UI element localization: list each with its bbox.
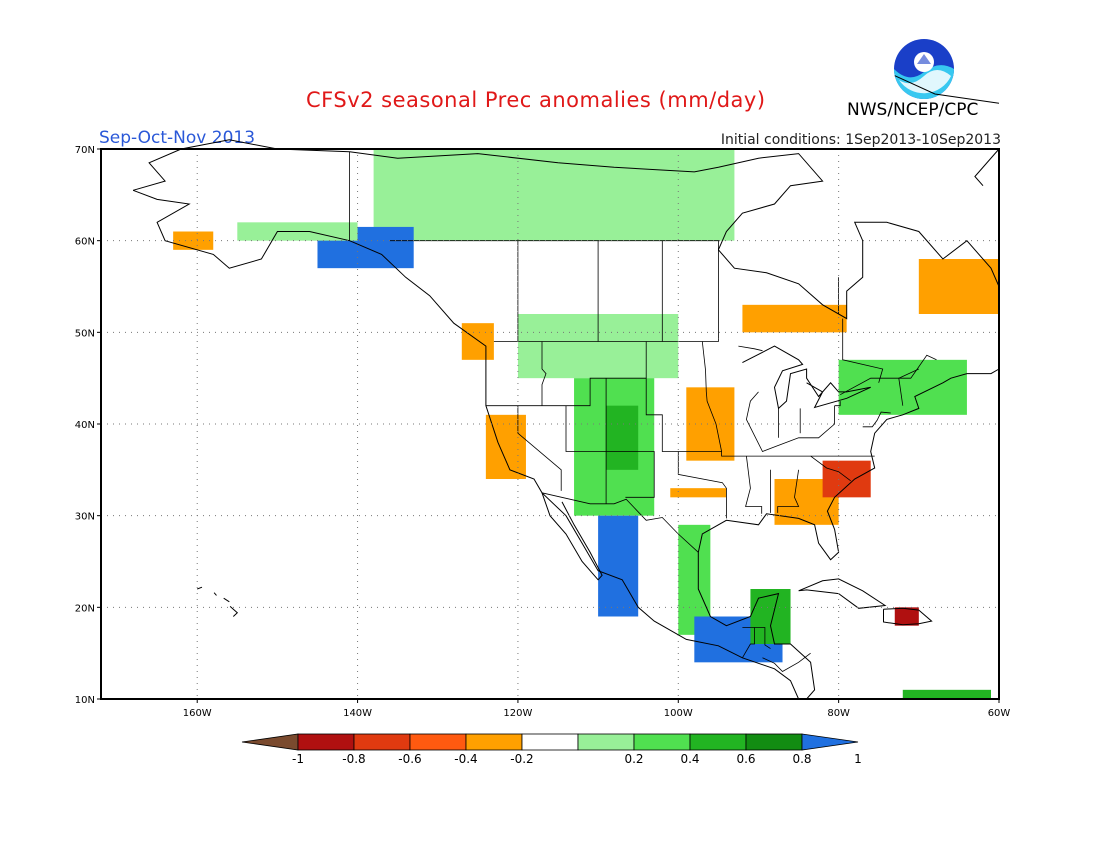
lat-tick-label: 70N [75,145,95,156]
colorbar-label: 0.8 [792,752,811,766]
border-28 [842,318,884,383]
colorbar-bin [465,733,523,751]
colorbar-bin [745,733,803,751]
map-title: CFSv2 seasonal Prec anomalies (mm/day) [306,88,766,112]
lon-tick-label: 160W [183,708,212,719]
coastline-6 [798,578,887,609]
border-6 [565,405,655,498]
coastline-3 [718,221,1000,320]
colorbar-bin [689,733,747,751]
coastline-12 [894,75,1000,104]
border-14 [745,391,835,453]
colorbar-bin [409,733,467,751]
colorbar-label: -0.6 [398,752,421,766]
border-31 [742,627,755,659]
border-22 [738,345,763,352]
border-10 [677,451,727,519]
colorbar-label: -1 [292,752,304,766]
lon-tick-label: 60W [988,708,1011,719]
colorbar-label: -0.2 [510,752,533,766]
border-5 [541,341,547,406]
initial-conditions-label: Initial conditions: 1Sep2013-10Sep2013 [720,132,1001,148]
anomaly-region-west-mexico-wet [598,515,639,617]
coastline-11 [229,606,239,617]
coastline-5 [742,345,871,410]
colorbar-bin [633,733,691,751]
lat-tick-label: 20N [75,603,95,614]
border-0 [493,338,719,342]
anomaly-region-caribbean-wet [902,689,991,699]
border-9 [701,341,722,452]
colorbar-label: 0.6 [736,752,755,766]
anomaly-region-carolinas-very-dry [822,460,871,498]
border-19 [810,455,851,482]
coastline-9 [213,592,217,596]
lat-tick-label: 40N [75,420,95,431]
coastline-2 [697,368,1000,700]
border-32 [762,652,811,673]
coastline-1 [541,492,603,581]
colorbar-bin-high-arrow [801,733,859,751]
anomaly-region-pacific-northwest-dry [461,323,494,360]
anomaly-layer [173,149,999,699]
coastline-13 [974,148,1000,187]
colorbar-bin [297,733,355,751]
colorbar-label: 1 [854,752,862,766]
border-2 [541,492,699,553]
colorbar-label: 0.4 [680,752,699,766]
anomaly-region-rockies-core-wet [606,405,639,470]
anomaly-region-texas-dry [670,488,727,498]
colorbar-label: 0.2 [624,752,643,766]
coastline-4 [132,139,824,251]
lat-tick-label: 30N [75,512,95,523]
border-17 [834,401,841,407]
border-13 [777,469,800,513]
border-3 [485,377,875,457]
noaa-logo [894,39,954,99]
coastline-10 [223,597,230,603]
border-21 [840,354,937,396]
coastline-0 [132,189,800,700]
lat-tick-label: 10N [75,695,95,706]
lat-tick-label: 50N [75,328,95,339]
anomaly-region-yucatan-wet [750,589,791,644]
border-11 [745,456,763,514]
colorbar-bin [353,733,411,751]
colorbar-bin [577,733,635,751]
colorbar-label: -0.4 [454,752,477,766]
anomaly-region-western-alaska-dry [173,231,214,250]
coastline-8 [197,586,203,590]
anomaly-region-central-plains-dry [686,387,735,461]
border-18 [862,411,891,428]
anomaly-region-hudson-bay-dry [742,304,847,333]
lon-tick-label: 80W [827,708,850,719]
anomaly-region-hispaniola-dry [894,607,919,626]
border-30 [742,627,771,649]
anomaly-region-labrador-dry [918,259,999,314]
colorbar-bin-low-arrow [241,733,299,751]
lon-tick-label: 140W [343,708,372,719]
season-label: Sep-Oct-Nov 2013 [99,128,256,148]
lat-tick-label: 60N [75,237,95,248]
tick-layer: 160W 140W 120W 100W 80W 60W 10N 20N 30N 40N 50N 60N… [75,145,1011,719]
coastline-7 [883,607,933,626]
colorbar-label: -0.8 [342,752,365,766]
lon-tick-label: 100W [664,708,693,719]
colorbar-bin [521,733,579,751]
lon-tick-label: 120W [503,708,532,719]
anomaly-region-northern-canada-wet [373,149,735,241]
organization-label: NWS/NCEP/CPC [847,100,979,120]
coastline-layer [132,75,1000,700]
